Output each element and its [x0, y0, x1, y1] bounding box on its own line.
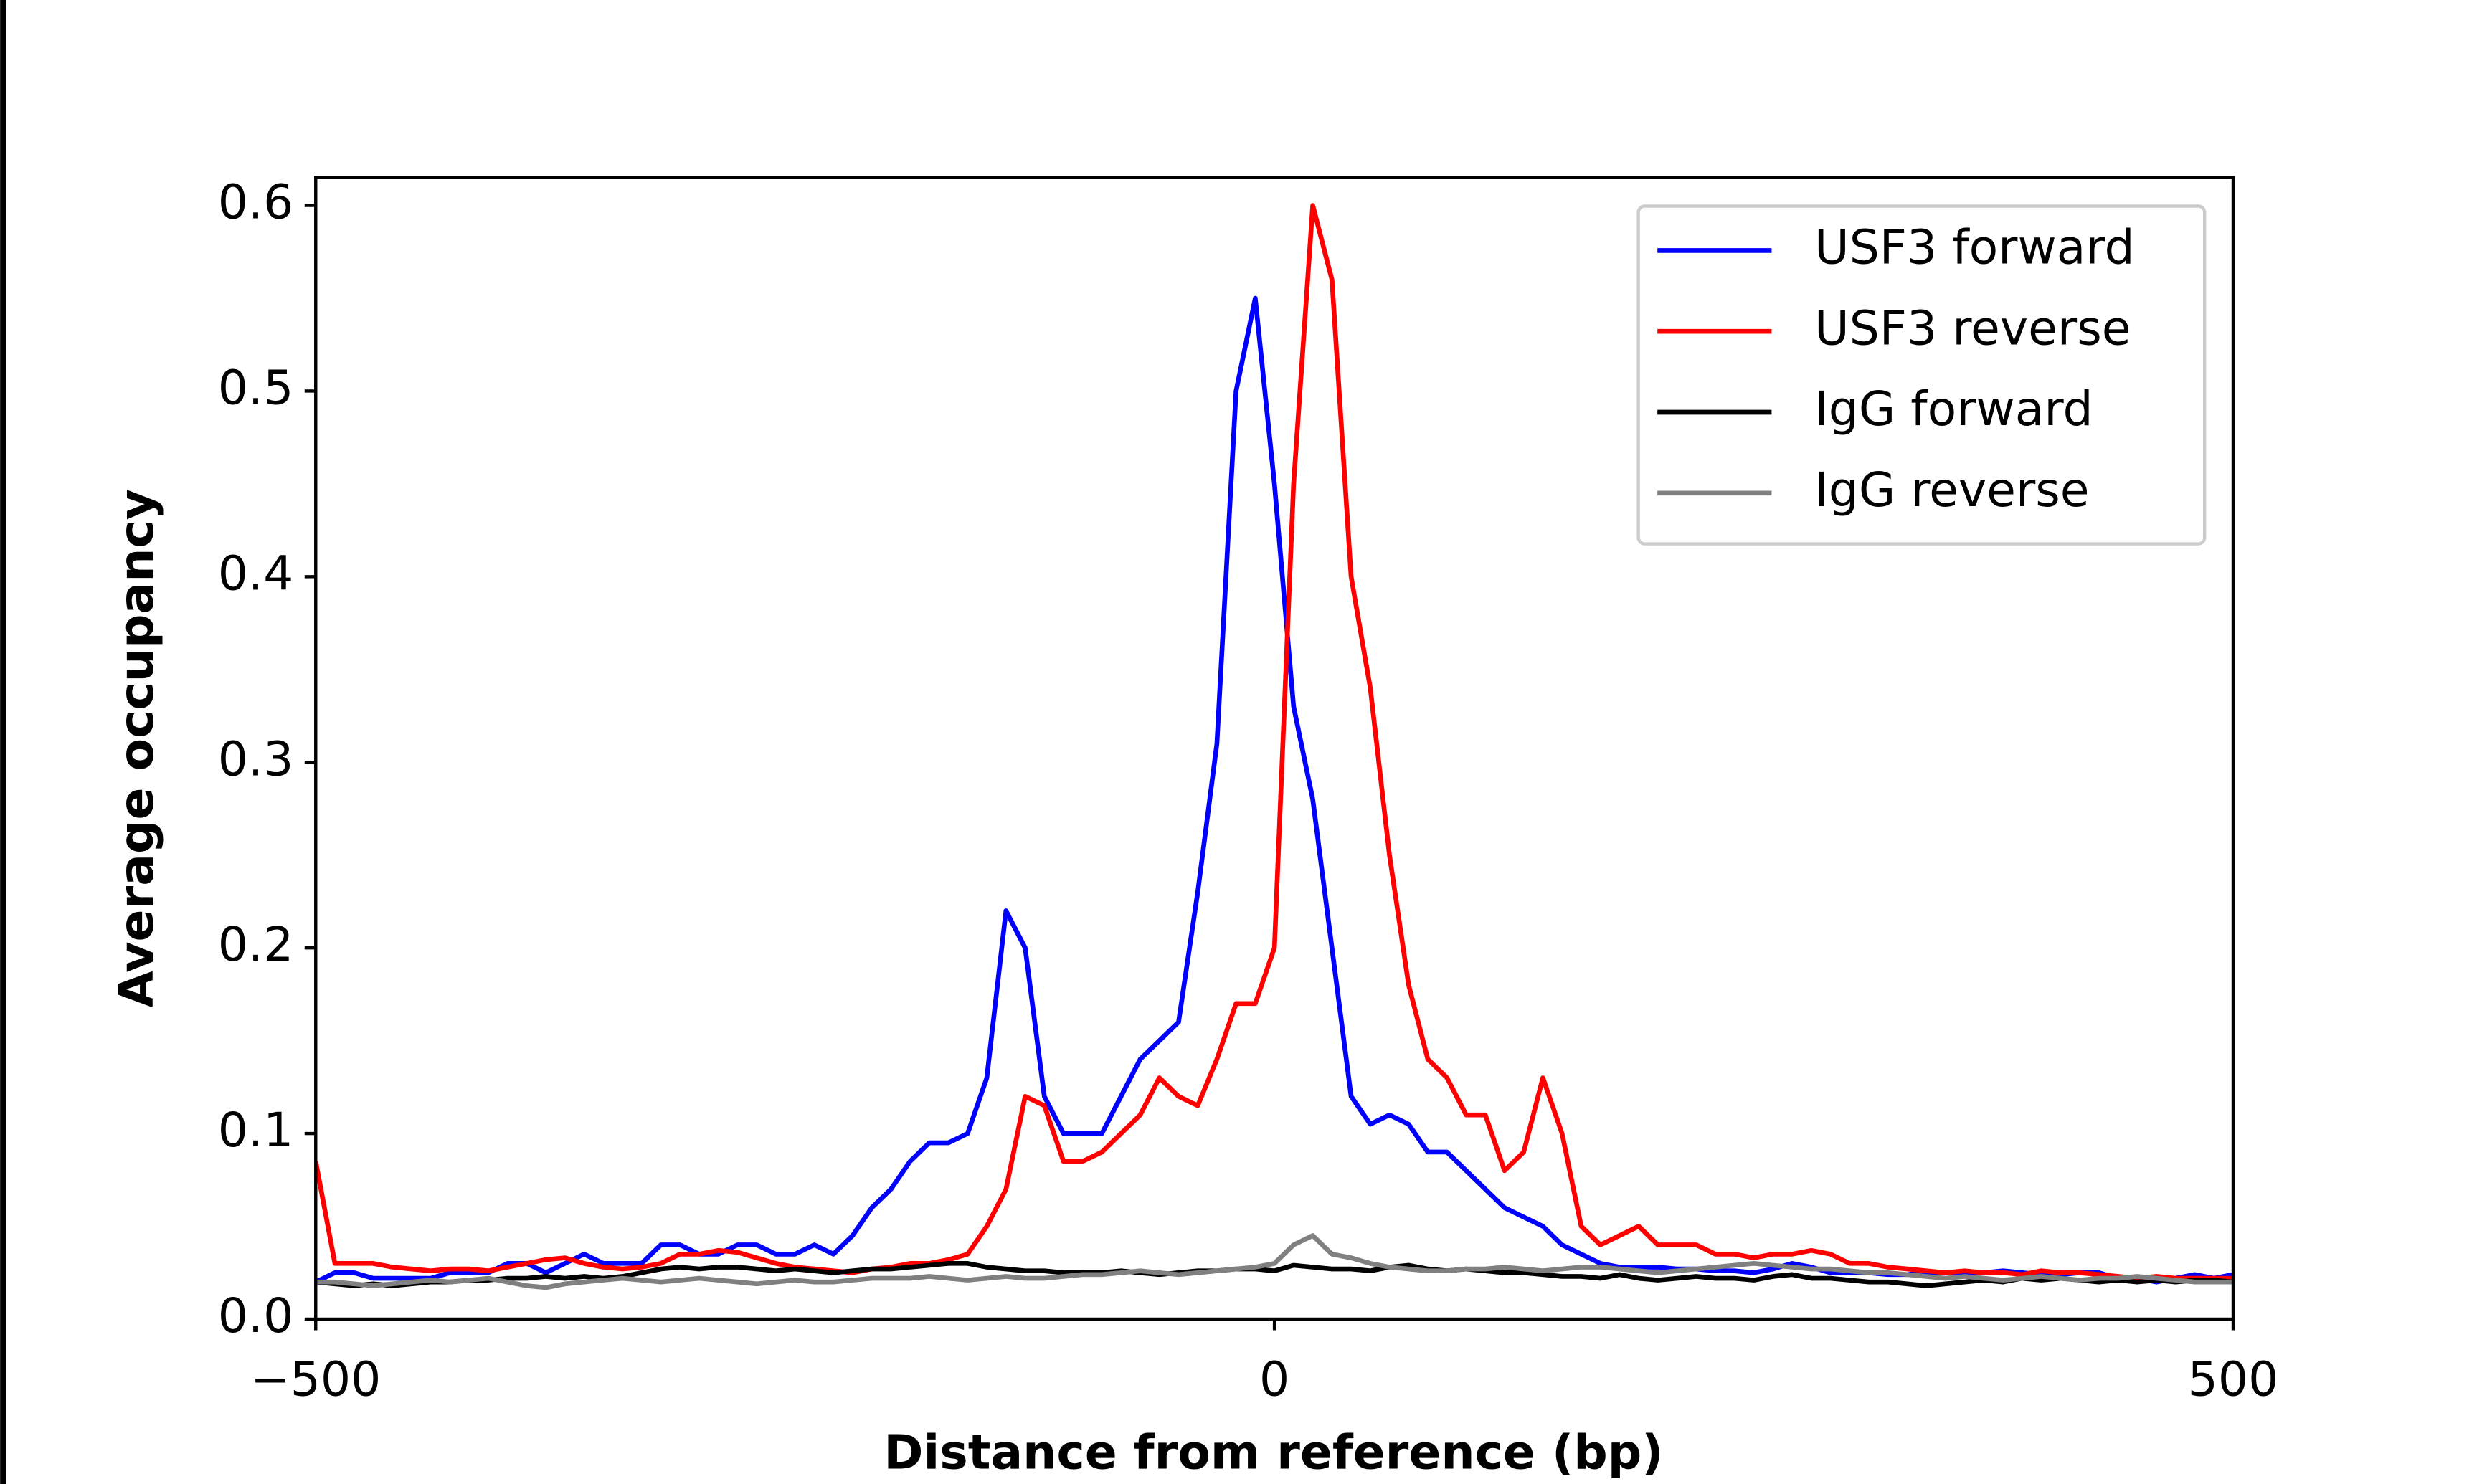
legend-label: IgG forward — [1814, 381, 2093, 437]
x-axis-label: Distance from reference (bp) — [884, 1424, 1663, 1480]
y-tick-label: 0.1 — [218, 1102, 293, 1158]
y-tick-label: 0.2 — [218, 916, 293, 972]
x-tick-label: −500 — [250, 1351, 381, 1407]
y-tick-label: 0.4 — [218, 545, 293, 601]
left-edge — [0, 0, 7, 1484]
legend-label: IgG reverse — [1814, 462, 2089, 518]
legend-label: USF3 forward — [1814, 219, 2134, 275]
x-tick-label: 500 — [2188, 1351, 2279, 1407]
y-tick-label: 0.0 — [218, 1288, 293, 1343]
legend-label: USF3 reverse — [1814, 300, 2131, 356]
x-tick-label: 0 — [1259, 1351, 1289, 1407]
plot-frame — [314, 176, 2235, 1321]
series-line — [316, 1233, 2234, 1290]
series-line — [316, 203, 2234, 1281]
y-tick-label: 0.5 — [218, 360, 293, 416]
y-tick-label: 0.3 — [218, 731, 293, 786]
y-axis-label: Average occupancy — [108, 489, 164, 1008]
series-line — [316, 1261, 2234, 1288]
y-tick-label: 0.6 — [218, 174, 293, 230]
legend-box — [1636, 204, 2207, 546]
